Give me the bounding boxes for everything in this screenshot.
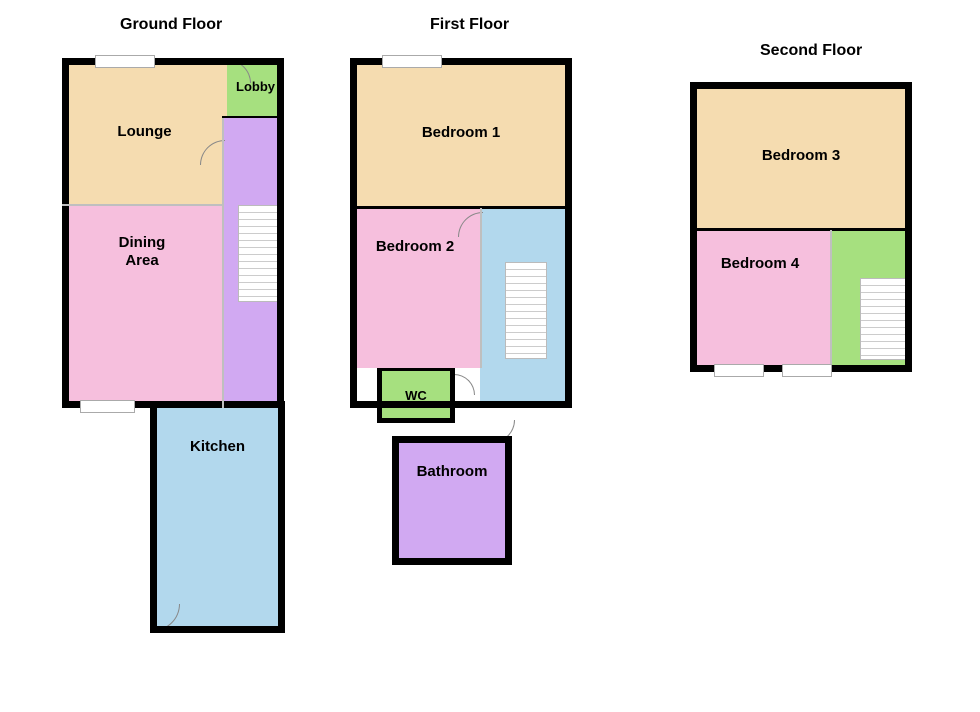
bedroom1: Bedroom 1: [350, 58, 572, 208]
lounge-room: Lounge: [62, 58, 227, 206]
kitchen-room: Kitchen: [150, 408, 285, 633]
door-arc: [454, 374, 475, 395]
stair-first: [505, 262, 547, 359]
second-floor-title: Second Floor: [760, 42, 862, 60]
door-arc: [492, 420, 515, 443]
ground-floor-title: Ground Floor: [120, 16, 222, 34]
first-floor-title: First Floor: [430, 16, 509, 34]
bedroom3: Bedroom 3: [690, 82, 912, 230]
stair-second: [860, 278, 907, 360]
dining-room: DiningArea: [62, 206, 222, 408]
wc-room: WC: [377, 368, 455, 423]
floorplan-canvas: Ground Floor First Floor Second Floor Lo…: [0, 0, 980, 712]
bathroom: Bathroom: [392, 443, 512, 565]
stair-ground: [238, 205, 280, 302]
bedroom4: Bedroom 4: [690, 230, 830, 372]
gap: [350, 368, 377, 423]
